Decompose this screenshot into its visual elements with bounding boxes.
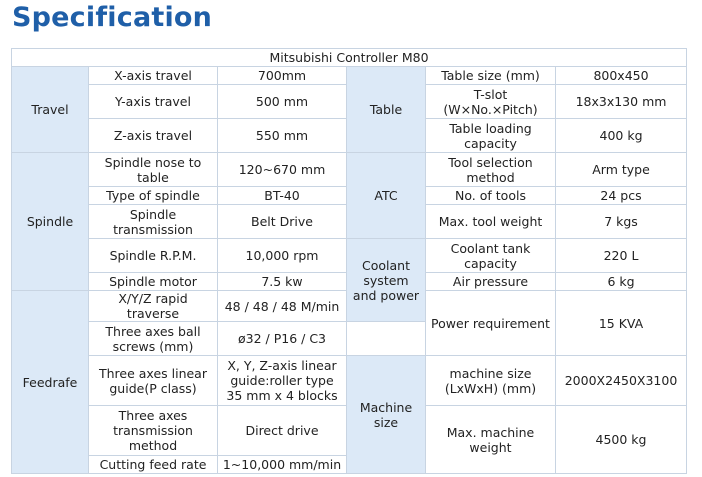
spec-value: 4500 kg	[554, 405, 688, 474]
spec-label: Coolant tank capacity	[425, 238, 556, 273]
spec-value: 700mm	[217, 66, 347, 85]
group-feedrate: Feedrafe	[11, 290, 89, 474]
spec-label: Three axes transmission method	[88, 405, 218, 456]
spec-value: ø32 / P16 / C3	[217, 321, 347, 356]
spec-value: 400 kg	[554, 118, 688, 153]
spec-value: 120~670 mm	[217, 152, 347, 187]
spec-label: Tool selection method	[425, 152, 556, 187]
spec-value: 6 kg	[554, 272, 688, 291]
group-spindle: Spindle	[11, 152, 89, 291]
spec-label: Three axes ball screws (mm)	[88, 321, 218, 356]
spec-value: 48 / 48 / 48 M/min	[217, 290, 347, 322]
spec-value: 1~10,000 mm/min	[217, 455, 347, 474]
spec-label: Cutting feed rate	[88, 455, 218, 474]
spec-value: 7.5 kw	[217, 272, 347, 291]
spec-value: 550 mm	[217, 118, 347, 153]
spec-label: Z-axis travel	[88, 118, 218, 153]
spec-value: 220 L	[554, 238, 688, 273]
spec-label: X-axis travel	[88, 66, 218, 85]
spec-value: 2000X2450X3100	[554, 355, 688, 406]
spec-label: Max. machine weight	[425, 405, 556, 474]
spec-value: Direct drive	[217, 405, 347, 456]
spec-label: T-slot (W×No.×Pitch)	[425, 84, 556, 119]
spec-value: Belt Drive	[217, 204, 347, 239]
group-atc: ATC	[346, 152, 426, 239]
spec-label: Spindle transmission	[88, 204, 218, 239]
spec-value: 15 KVA	[554, 290, 688, 356]
spec-label: Spindle motor	[88, 272, 218, 291]
group-coolant: Coolant system and power	[346, 238, 426, 322]
group-travel: Travel	[11, 66, 89, 153]
spec-value: 500 mm	[217, 84, 347, 119]
spec-label: Type of spindle	[88, 186, 218, 205]
page-title: Specification	[12, 2, 213, 33]
spec-label: Table size (mm)	[425, 66, 556, 85]
spec-value: 7 kgs	[554, 204, 688, 239]
spec-value: Arm type	[554, 152, 688, 187]
spec-label: Spindle R.P.M.	[88, 238, 218, 273]
spec-label: Spindle nose to table	[88, 152, 218, 187]
spec-label: Table loading capacity	[425, 118, 556, 153]
spec-label: X/Y/Z rapid traverse	[88, 290, 218, 322]
spec-value: 800x450	[554, 66, 688, 85]
spec-value: X, Y, Z-axis linear guide:roller type 35…	[217, 355, 347, 406]
spec-label: No. of tools	[425, 186, 556, 205]
spec-label: Air pressure	[425, 272, 556, 291]
spec-value: 18x3x130 mm	[554, 84, 688, 119]
spec-label: Power requirement	[425, 290, 556, 356]
spec-value: BT-40	[217, 186, 347, 205]
spec-value: 10,000 rpm	[217, 238, 347, 273]
spec-label: Three axes linear guide(P class)	[88, 355, 218, 406]
group-table: Table	[346, 66, 426, 153]
spec-label: Max. tool weight	[425, 204, 556, 239]
specification-table: Mitsubishi Controller M80 Travel X-axis …	[10, 48, 688, 474]
controller-header: Mitsubishi Controller M80	[10, 48, 688, 67]
group-machine-size: Machine size	[346, 355, 426, 474]
spec-label: Y-axis travel	[88, 84, 218, 119]
spec-value: 24 pcs	[554, 186, 688, 205]
spec-label: machine size (LxWxH) (mm)	[425, 355, 556, 406]
